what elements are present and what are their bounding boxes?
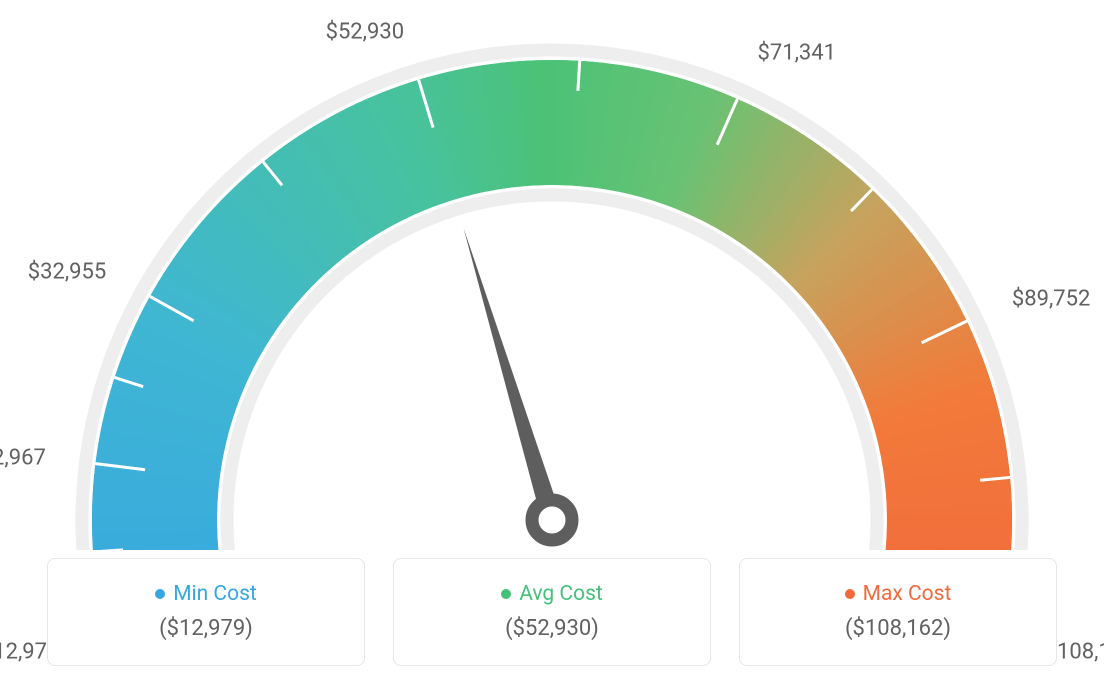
chart-wrapper: $12,979$22,967$32,955$52,930$71,341$89,7… [0, 0, 1104, 690]
legend-title-row: Avg Cost [501, 582, 603, 606]
gauge-label: $71,341 [758, 41, 837, 66]
gauge-needle [464, 228, 562, 523]
legend-card-min: Min Cost ($12,979) [47, 558, 365, 666]
gauge-label: $89,752 [1012, 287, 1091, 312]
legend-dot-min [155, 589, 165, 599]
legend-title-avg: Avg Cost [519, 582, 603, 606]
legend-value-avg: ($52,930) [505, 616, 599, 641]
legend-dot-avg [501, 589, 511, 599]
legend-title-row: Max Cost [845, 582, 952, 606]
gauge-label: $52,930 [326, 19, 405, 44]
gauge-area: $12,979$22,967$32,955$52,930$71,341$89,7… [0, 0, 1104, 550]
legend-value-max: ($108,162) [845, 616, 951, 641]
legend-value-min: ($12,979) [159, 616, 253, 641]
legend-card-avg: Avg Cost ($52,930) [393, 558, 711, 666]
legend-dot-max [845, 589, 855, 599]
gauge-svg [0, 0, 1104, 550]
gauge-hub [532, 500, 572, 540]
gauge-label: $32,955 [28, 260, 107, 285]
legend-title-row: Min Cost [155, 582, 257, 606]
legend-title-min: Min Cost [173, 582, 257, 606]
legend-title-max: Max Cost [863, 582, 952, 606]
gauge-arc [155, 122, 950, 550]
legend-card-max: Max Cost ($108,162) [739, 558, 1057, 666]
legend-row: Min Cost ($12,979) Avg Cost ($52,930) Ma… [40, 558, 1064, 666]
gauge-label: $22,967 [0, 445, 46, 470]
